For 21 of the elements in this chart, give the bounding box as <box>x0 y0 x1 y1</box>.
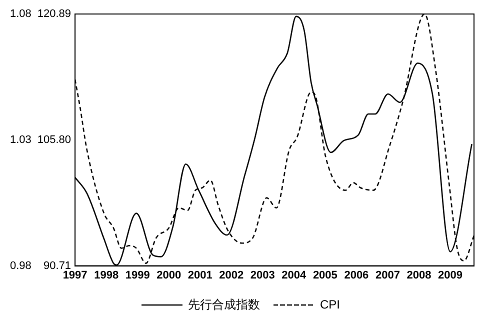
x-tick-label: 1999 <box>125 269 150 282</box>
x-tick-label: 2008 <box>406 269 432 282</box>
x-tick-label: 1997 <box>62 269 88 282</box>
y-tick-label: 90.71 <box>44 260 72 272</box>
y2-tick-label: 1.03 <box>10 134 32 146</box>
x-tick-label: 2005 <box>312 269 338 282</box>
x-tick-label: 1998 <box>94 269 119 282</box>
x-tick-label: 2002 <box>219 269 244 282</box>
y2-tick-label: 1.08 <box>10 8 32 20</box>
legend-label: CPI <box>320 297 340 312</box>
x-tick-label: 2003 <box>250 269 275 282</box>
x-tick-label: 2007 <box>375 269 400 282</box>
x-tick-label: 2000 <box>156 269 182 282</box>
x-tick-label: 2001 <box>188 269 212 282</box>
x-tick-label: 2006 <box>344 269 369 282</box>
legend-label: 先行合成指数 <box>188 297 260 312</box>
x-tick-label: 2004 <box>282 269 308 282</box>
y2-tick-label: 0.98 <box>10 260 32 272</box>
x-tick-label: 2009 <box>438 269 462 282</box>
y-tick-label: 120.89 <box>37 8 72 20</box>
y-tick-label: 105.80 <box>37 134 72 146</box>
